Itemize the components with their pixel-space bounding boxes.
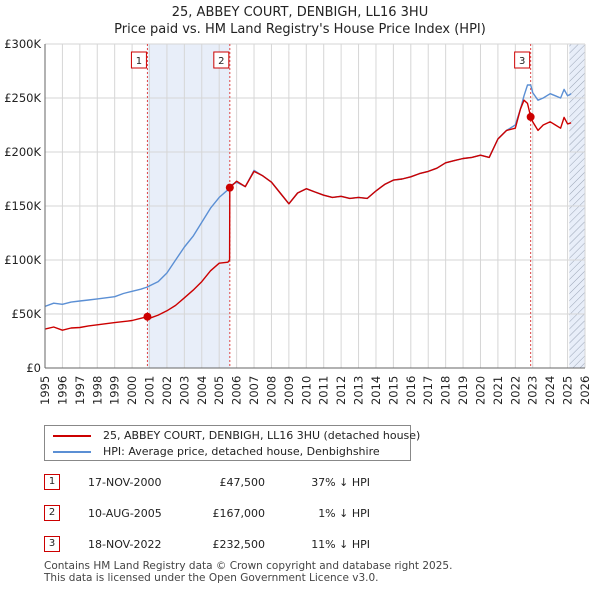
sale-point xyxy=(143,312,152,321)
x-tick-label: 1997 xyxy=(73,376,87,405)
sale-marker-label: 3 xyxy=(519,56,525,67)
footer-note: Contains HM Land Registry data © Crown c… xyxy=(44,560,452,584)
sale-number-badge: 1 xyxy=(44,474,60,490)
chart-title: 25, ABBEY COURT, DENBIGH, LL16 3HU Price… xyxy=(0,4,600,38)
x-tick-label: 2025 xyxy=(561,376,575,405)
sale-number-badge: 2 xyxy=(44,505,60,521)
legend: 25, ABBEY COURT, DENBIGH, LL16 3HU (deta… xyxy=(44,425,420,461)
sale-hpi-diff: 1% ↓ HPI xyxy=(318,507,370,520)
x-tick-label: 2009 xyxy=(282,376,296,405)
y-tick-label: £200K xyxy=(4,145,41,159)
x-tick-label: 1996 xyxy=(55,376,69,405)
x-tick-label: 2022 xyxy=(508,376,522,405)
x-tick-label: 2003 xyxy=(177,376,191,405)
legend-swatch-hpi xyxy=(53,451,91,453)
x-tick-label: 1998 xyxy=(90,376,104,405)
footer-line2: This data is licensed under the Open Gov… xyxy=(44,572,379,584)
x-tick-label: 2005 xyxy=(212,376,226,405)
chart-title-line2: Price paid vs. HM Land Registry's House … xyxy=(114,22,486,37)
x-tick-label: 2011 xyxy=(317,376,331,405)
sale-hpi-diff: 37% ↓ HPI xyxy=(311,476,370,489)
x-tick-label: 2019 xyxy=(456,376,470,405)
legend-swatch-property xyxy=(53,435,91,437)
x-tick-label: 2018 xyxy=(439,376,453,405)
footer-line1: Contains HM Land Registry data © Crown c… xyxy=(44,560,453,572)
x-tick-label: 2023 xyxy=(526,376,540,405)
x-tick-label: 2021 xyxy=(491,376,505,405)
sale-number-badge: 3 xyxy=(44,536,60,552)
sale-point xyxy=(225,183,234,192)
sale-point xyxy=(526,112,535,121)
x-tick-label: 2016 xyxy=(404,376,418,405)
sale-price: £232,500 xyxy=(212,538,266,551)
x-tick-label: 2014 xyxy=(369,376,383,405)
sale-marker-box xyxy=(130,51,147,69)
sale-row: 3 18-NOV-2022 £232,500 11% ↓ HPI xyxy=(0,535,600,555)
x-tick-label: 1995 xyxy=(38,376,52,405)
y-tick-label: £100K xyxy=(4,253,41,267)
sale-date: 18-NOV-2022 xyxy=(88,538,162,551)
y-tick-label: £250K xyxy=(4,91,41,105)
x-tick-label: 2001 xyxy=(143,376,157,405)
x-tick-label: 2024 xyxy=(543,376,557,405)
x-tick-label: 2004 xyxy=(195,376,209,405)
x-tick-label: 2002 xyxy=(160,376,174,405)
y-tick-label: £300K xyxy=(4,37,41,51)
sale-row: 1 17-NOV-2000 £47,500 37% ↓ HPI xyxy=(0,473,600,493)
y-tick-label: £0 xyxy=(26,361,41,375)
sale-row: 2 10-AUG-2005 £167,000 1% ↓ HPI xyxy=(0,504,600,524)
x-tick-label: 2006 xyxy=(230,376,244,405)
sale-marker-label: 2 xyxy=(218,56,224,67)
sale-date: 10-AUG-2005 xyxy=(88,507,162,520)
legend-label-hpi: HPI: Average price, detached house, Denb… xyxy=(103,445,380,458)
x-tick-label: 2015 xyxy=(386,376,400,405)
sale-price: £167,000 xyxy=(212,507,266,520)
sale-date: 17-NOV-2000 xyxy=(88,476,162,489)
x-tick-label: 1999 xyxy=(108,376,122,405)
y-tick-label: £50K xyxy=(12,307,42,321)
sale-marker-box xyxy=(514,51,531,69)
x-tick-label: 2007 xyxy=(247,376,261,405)
y-tick-label: £150K xyxy=(4,199,41,213)
sale-price: £47,500 xyxy=(219,476,266,489)
chart-title-line1: 25, ABBEY COURT, DENBIGH, LL16 3HU xyxy=(171,5,429,20)
x-tick-label: 2008 xyxy=(264,376,278,405)
sale-hpi-diff: 11% ↓ HPI xyxy=(311,538,370,551)
sale-marker-box xyxy=(213,51,230,69)
x-tick-label: 2000 xyxy=(125,376,139,405)
x-tick-label: 2010 xyxy=(299,376,313,405)
x-tick-label: 2026 xyxy=(578,376,592,405)
x-tick-label: 2012 xyxy=(334,376,348,405)
x-tick-label: 2020 xyxy=(473,376,487,405)
x-tick-label: 2013 xyxy=(352,376,366,405)
sale-marker-label: 1 xyxy=(136,56,142,67)
x-tick-label: 2017 xyxy=(421,376,435,405)
legend-label-property: 25, ABBEY COURT, DENBIGH, LL16 3HU (deta… xyxy=(103,429,421,442)
